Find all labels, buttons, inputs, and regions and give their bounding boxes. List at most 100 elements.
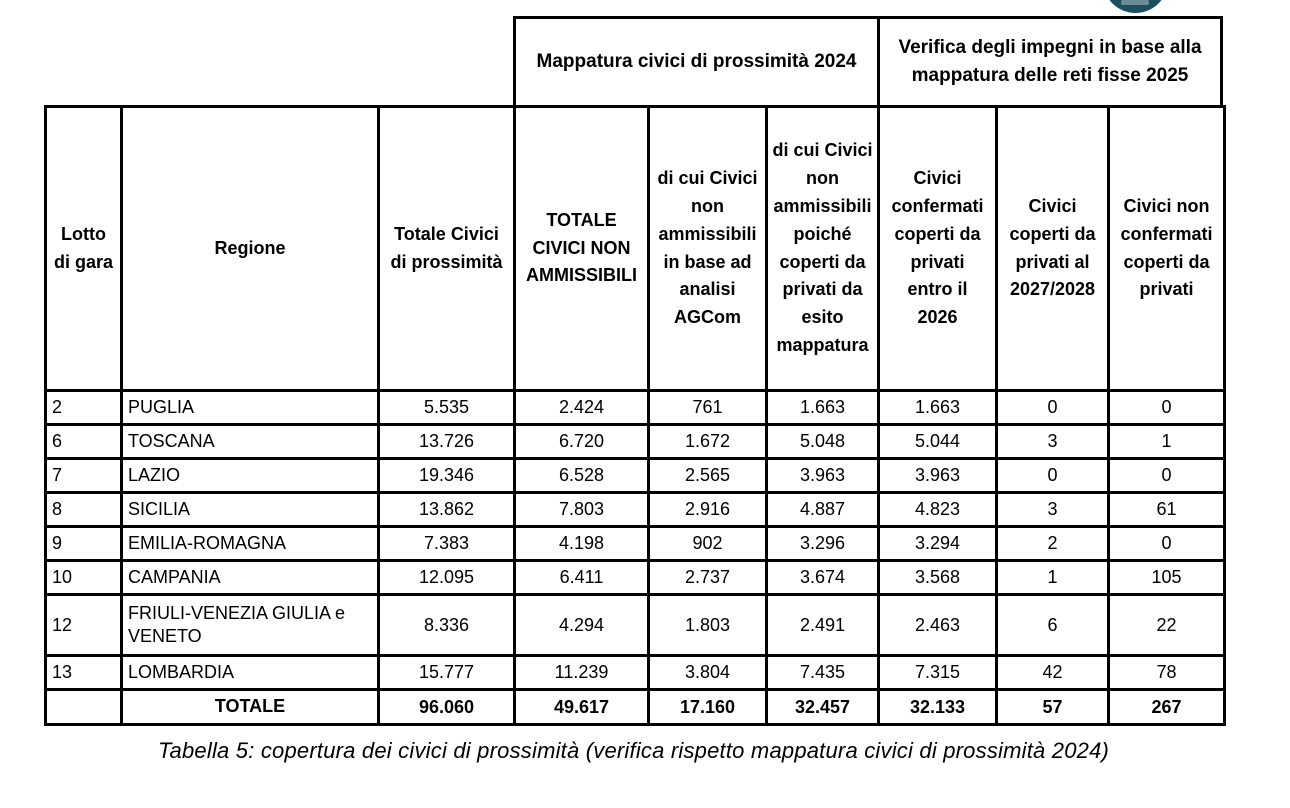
cell-regione: FRIULI-VENEZIA GIULIA e VENETO: [120, 593, 380, 657]
cell-value: 42: [995, 654, 1110, 691]
cell-value: 2.565: [647, 457, 768, 494]
cell-value: 2.491: [765, 593, 880, 657]
column-header-poiche-coperti: di cui Civici non ammissibili poiché cop…: [765, 105, 880, 392]
cell-value: 4.887: [765, 491, 880, 528]
cell-value: 4.823: [877, 491, 998, 528]
cell-regione: TOSCANA: [120, 423, 380, 460]
table-caption: Tabella 5: copertura dei civici di pross…: [157, 738, 1110, 763]
column-header-totale-non-ammissibili: TOTALE CIVICI NON AMMISSIBILI: [513, 105, 650, 392]
cell-totale-label: TOTALE: [120, 688, 380, 726]
logo-icon: [1103, 0, 1168, 13]
cell-value: 57: [995, 688, 1110, 726]
logo-inner-mark: [1121, 0, 1149, 5]
cell-value: 761: [647, 389, 768, 426]
cell-value: 32.133: [877, 688, 998, 726]
cell-value: 7.803: [513, 491, 650, 528]
cell-value: 3.294: [877, 525, 998, 562]
cell-value: 15.777: [377, 654, 516, 691]
cell-value: 2.424: [513, 389, 650, 426]
cell-lotto: 2: [44, 389, 123, 426]
table-row-sicilia: 8 SICILIA 13.862 7.803 2.916 4.887 4.823…: [44, 491, 1226, 528]
top-header-verifica: Verifica degli impegni in base alla mapp…: [877, 19, 1220, 105]
cell-lotto: 8: [44, 491, 123, 528]
column-header-lotto-di-gara: Lotto di gara: [44, 105, 123, 392]
cell-value: 3: [995, 423, 1110, 460]
cell-value: 0: [995, 389, 1110, 426]
cell-value: 5.048: [765, 423, 880, 460]
column-header-confermati-2026: Civici confermati coperti da privati ent…: [877, 105, 998, 392]
column-header-coperti-2027-2028: Civici coperti da privati al 2027/2028: [995, 105, 1110, 392]
cell-value: 2.737: [647, 559, 768, 596]
table-row-totale: TOTALE 96.060 49.617 17.160 32.457 32.13…: [44, 688, 1226, 726]
cell-lotto: 6: [44, 423, 123, 460]
table-row-campania: 10 CAMPANIA 12.095 6.411 2.737 3.674 3.5…: [44, 559, 1226, 596]
cell-value: 1.663: [877, 389, 998, 426]
cell-value: 0: [1107, 457, 1226, 494]
cell-value: 1: [1107, 423, 1226, 460]
cell-value: 6: [995, 593, 1110, 657]
cell-value: 19.346: [377, 457, 516, 494]
table-row-toscana: 6 TOSCANA 13.726 6.720 1.672 5.048 5.044…: [44, 423, 1226, 460]
cell-regione: LAZIO: [120, 457, 380, 494]
cell-lotto: 9: [44, 525, 123, 562]
cell-value: 96.060: [377, 688, 516, 726]
table-row-puglia: 2 PUGLIA 5.535 2.424 761 1.663 1.663 0 0: [44, 389, 1226, 426]
cell-regione: SICILIA: [120, 491, 380, 528]
table-row-lazio: 7 LAZIO 19.346 6.528 2.565 3.963 3.963 0…: [44, 457, 1226, 494]
cell-value: 5.044: [877, 423, 998, 460]
cell-value: 4.294: [513, 593, 650, 657]
table-row-lombardia: 13 LOMBARDIA 15.777 11.239 3.804 7.435 7…: [44, 654, 1226, 691]
column-header-agcom: di cui Civici non ammissibili in base ad…: [647, 105, 768, 392]
cell-value: 1.672: [647, 423, 768, 460]
cell-value: 1.663: [765, 389, 880, 426]
cell-value: 3.963: [765, 457, 880, 494]
cell-value: 7.435: [765, 654, 880, 691]
cell-lotto: 10: [44, 559, 123, 596]
cell-lotto: 12: [44, 593, 123, 657]
cell-value: 2.916: [647, 491, 768, 528]
table-top-header: Mappatura civici di prossimità 2024 Veri…: [513, 16, 1223, 108]
cell-value: 267: [1107, 688, 1226, 726]
cell-value: 22: [1107, 593, 1226, 657]
cell-value: 3.674: [765, 559, 880, 596]
cell-value: 0: [1107, 525, 1226, 562]
cell-value: 4.198: [513, 525, 650, 562]
cell-value: 61: [1107, 491, 1226, 528]
cell-regione: LOMBARDIA: [120, 654, 380, 691]
cell-value: 78: [1107, 654, 1226, 691]
cell-value: 902: [647, 525, 768, 562]
cell-value: 3.568: [877, 559, 998, 596]
column-header-totale-civici: Totale Civici di prossimità: [377, 105, 516, 392]
cell-value: 7.315: [877, 654, 998, 691]
cell-value: 3.963: [877, 457, 998, 494]
top-header-mappatura: Mappatura civici di prossimità 2024: [536, 51, 857, 73]
cell-value: 3.296: [765, 525, 880, 562]
cell-lotto: 13: [44, 654, 123, 691]
cell-value: 105: [1107, 559, 1226, 596]
cell-value: 11.239: [513, 654, 650, 691]
table-header-row: Lotto di gara Regione Totale Civici di p…: [44, 105, 1226, 392]
cell-value: 12.095: [377, 559, 516, 596]
cell-value: 1: [995, 559, 1110, 596]
cell-value: 49.617: [513, 688, 650, 726]
cell-regione: CAMPANIA: [120, 559, 380, 596]
cell-value: 17.160: [647, 688, 768, 726]
cell-value: 1.803: [647, 593, 768, 657]
cell-value: 8.336: [377, 593, 516, 657]
cell-regione: EMILIA-ROMAGNA: [120, 525, 380, 562]
cell-value: 3: [995, 491, 1110, 528]
cell-value: 6.528: [513, 457, 650, 494]
column-header-non-confermati: Civici non confermati coperti da privati: [1107, 105, 1226, 392]
cell-lotto: 7: [44, 457, 123, 494]
cell-value: 2.463: [877, 593, 998, 657]
cell-lotto-empty: [44, 688, 123, 726]
cell-value: 5.535: [377, 389, 516, 426]
cell-value: 6.720: [513, 423, 650, 460]
cell-value: 7.383: [377, 525, 516, 562]
cell-value: 2: [995, 525, 1110, 562]
cell-value: 0: [1107, 389, 1226, 426]
cell-value: 0: [995, 457, 1110, 494]
cell-value: 32.457: [765, 688, 880, 726]
cell-value: 6.411: [513, 559, 650, 596]
